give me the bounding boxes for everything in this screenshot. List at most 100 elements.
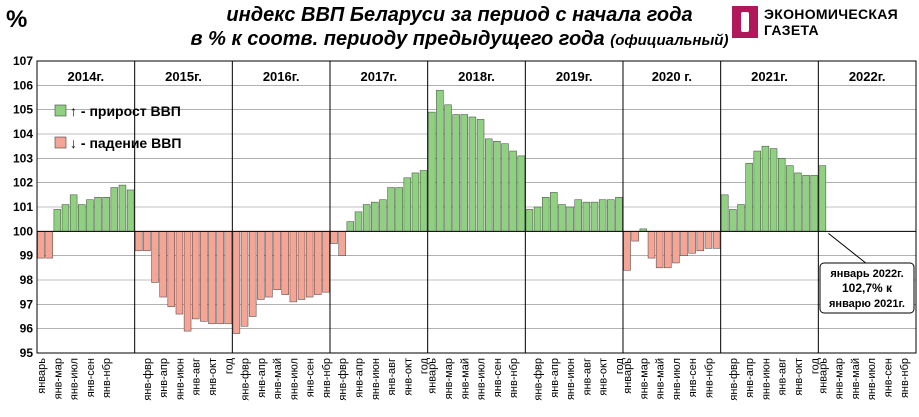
x-tick-label: янв-авг — [777, 358, 789, 396]
bar — [45, 231, 53, 259]
y-tick-label: 106 — [13, 78, 33, 92]
bar — [517, 155, 525, 232]
logo-text-line1: ЭКОНОМИЧЕСКАЯ — [764, 6, 899, 22]
bar — [151, 231, 159, 283]
bar — [704, 231, 713, 249]
year-label: 2017г. — [361, 69, 398, 84]
legend-fall-swatch — [54, 136, 67, 149]
y-unit-label: % — [6, 6, 28, 33]
year-label: 2021г. — [751, 69, 788, 84]
bar — [493, 141, 501, 232]
x-tick-label: год — [614, 357, 626, 374]
bar — [126, 189, 135, 232]
bar — [411, 172, 420, 232]
x-tick-label: янв-май — [459, 358, 471, 399]
y-tick-label: 99 — [20, 249, 34, 263]
legend-fall-label: ↓ - падение ВВП — [70, 135, 181, 151]
y-tick-label: 96 — [20, 322, 34, 336]
bar — [761, 145, 770, 232]
bar — [525, 209, 534, 232]
publisher-logo: ЭКОНОМИЧЕСКАЯ ГАЗЕТА — [732, 4, 916, 40]
bar — [265, 231, 273, 298]
bar — [61, 204, 70, 232]
x-tick-label: янв-сен — [492, 358, 504, 397]
bar — [403, 177, 412, 232]
bar — [509, 150, 517, 232]
year-label: 2015г. — [165, 69, 202, 84]
bar — [354, 211, 363, 232]
year-label: 2020 г. — [652, 69, 692, 84]
bar — [216, 231, 224, 325]
x-tick-label: янв-окт — [598, 358, 610, 396]
x-tick-label: янв-нбр — [899, 358, 911, 398]
bar — [655, 231, 664, 269]
x-tick-label: январь — [817, 358, 829, 394]
x-tick-label: янв-сен — [85, 358, 97, 397]
bar — [200, 231, 208, 322]
bar — [322, 231, 330, 293]
x-tick-label: янв-апр — [158, 358, 170, 398]
x-tick-label: янв-нбр — [321, 358, 333, 398]
chart-title-note: (официальный) — [610, 32, 729, 49]
y-tick-label: 102 — [13, 176, 33, 190]
year-label: 2022г. — [849, 69, 886, 84]
bar — [444, 104, 452, 232]
bar — [273, 231, 281, 290]
y-tick-label: 105 — [13, 103, 33, 117]
bar — [664, 231, 672, 269]
bar — [541, 197, 550, 232]
x-tick-label: янв-сен — [305, 358, 317, 397]
x-tick-label: янв-фвр — [337, 358, 349, 401]
bar — [794, 172, 802, 232]
y-tick-label: 103 — [13, 151, 33, 165]
bar — [582, 201, 591, 232]
x-tick-label: янв-июл — [866, 358, 878, 400]
bar — [647, 231, 656, 259]
plot-frame — [36, 60, 917, 354]
bar — [305, 231, 314, 298]
bar — [102, 197, 110, 232]
y-tick-label: 107 — [13, 54, 33, 68]
bar — [289, 231, 298, 303]
bar — [118, 184, 127, 232]
bar — [550, 192, 558, 232]
x-tick-label: янв-окт — [207, 358, 219, 396]
bar — [777, 158, 786, 232]
bar — [371, 201, 379, 232]
x-tick-label: год — [809, 357, 821, 374]
bar — [802, 175, 810, 232]
bar — [167, 231, 176, 308]
bar — [598, 199, 607, 232]
x-tick-label: год — [419, 357, 431, 374]
bar — [566, 206, 574, 232]
annotation-line1: январь 2022г. — [830, 268, 903, 280]
bar — [281, 231, 289, 295]
bar — [468, 116, 477, 232]
bar — [460, 114, 469, 232]
bar — [94, 197, 102, 232]
x-tick-label: янв-фвр — [240, 358, 252, 401]
bar — [607, 199, 615, 232]
bar — [240, 231, 249, 327]
bar — [501, 143, 509, 232]
bar — [745, 162, 753, 232]
x-tick-label: янв-май — [850, 358, 862, 399]
x-tick-label: янв-июл — [476, 358, 488, 400]
bar — [159, 231, 167, 298]
y-tick-label: 95 — [20, 346, 34, 360]
bar — [387, 187, 395, 232]
bar — [680, 231, 688, 256]
bar — [574, 199, 582, 232]
bar — [135, 231, 143, 252]
bar — [452, 114, 460, 232]
x-tick-label: янв-сен — [883, 358, 895, 397]
x-tick-label: янв-июн — [760, 358, 772, 400]
bar — [257, 231, 265, 300]
bar — [696, 231, 705, 252]
x-tick-label: январь — [622, 358, 634, 394]
x-tick-label: янв-окт — [402, 358, 414, 396]
x-tick-label: январь — [36, 358, 48, 394]
bar — [224, 231, 232, 325]
year-label: 2016г. — [263, 69, 300, 84]
